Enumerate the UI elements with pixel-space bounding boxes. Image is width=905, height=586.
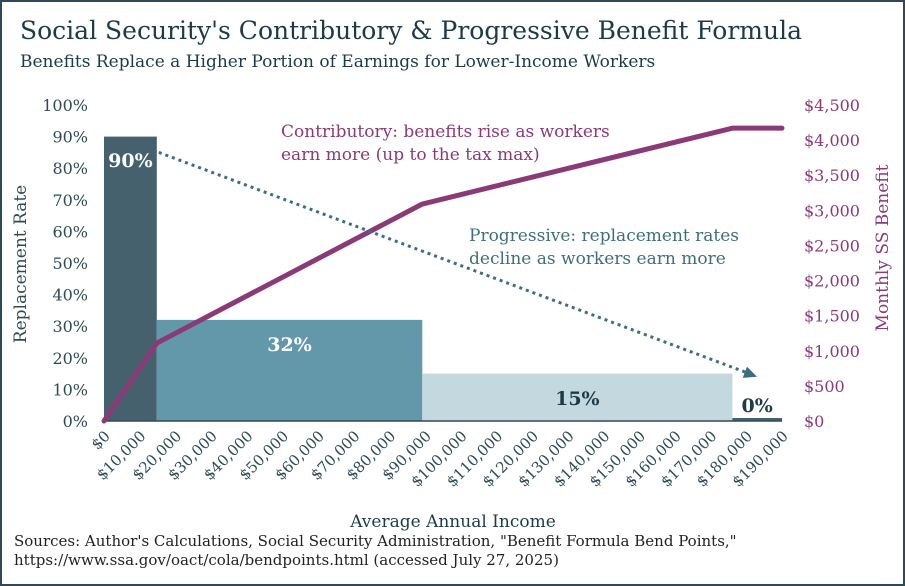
y2-tick-label: $2,500	[804, 236, 860, 255]
sources-line-2: https://www.ssa.gov/oact/cola/bendpoints…	[14, 551, 559, 569]
bar-label-tier-32: 32%	[267, 334, 312, 356]
bar-tier-15	[422, 373, 733, 421]
y2-tick-label: $1,500	[804, 307, 860, 326]
y-tick-label: 90%	[52, 128, 88, 147]
sources-note: Sources: Author's Calculations, Social S…	[14, 532, 894, 570]
y-tick-label: 10%	[52, 380, 88, 399]
y2-tick-label: $3,500	[804, 166, 860, 185]
annotation-contributory-line: earn more (up to the tax max)	[281, 145, 540, 165]
y2-tick-label: $3,000	[804, 201, 860, 220]
bar-tier-0	[732, 418, 782, 421]
y2-tick-label: $500	[804, 377, 845, 396]
y-axis-title: Replacement Rate	[11, 185, 31, 343]
bar-label-tier-15: 15%	[555, 388, 600, 410]
y2-tick-label: $4,000	[804, 131, 860, 150]
y-tick-label: 80%	[52, 159, 88, 178]
chart-subtitle: Benefits Replace a Higher Portion of Ear…	[20, 52, 656, 72]
benefit-line	[101, 125, 785, 424]
x-axis-title: Average Annual Income	[349, 512, 556, 532]
trend-arrow-head	[742, 366, 758, 378]
annotation-progressive-line: Progressive: replacement rates	[469, 226, 739, 246]
chart-title: Social Security's Contributory & Progres…	[20, 16, 803, 45]
y2-tick-label: $1,000	[804, 342, 860, 361]
bar-label-tier-90: 90%	[108, 150, 153, 172]
y2-tick-label: $0	[804, 412, 824, 431]
y2-tick-label: $2,000	[804, 272, 860, 291]
y-tick-label: 20%	[52, 349, 88, 368]
y-tick-label: 100%	[42, 96, 88, 115]
sources-line-1: Sources: Author's Calculations, Social S…	[14, 532, 737, 550]
y2-axis-title: Monthly SS Benefit	[873, 164, 893, 331]
annotation-contributory-line: Contributory: benefits rise as workers	[281, 122, 610, 142]
y-tick-label: 40%	[52, 286, 88, 305]
y-tick-label: 30%	[52, 317, 88, 336]
y-tick-label: 0%	[63, 412, 88, 431]
annotation-progressive-line: decline as workers earn more	[469, 249, 726, 269]
chart-plot: 90% 32% 15% 0% 0% 10% 20% 30% 40% 50% 60% 70% 80% 90%…	[11, 96, 893, 532]
x-tick-label: $0	[88, 427, 114, 453]
y-tick-label: 60%	[52, 222, 88, 241]
y2-tick-label: $4,500	[804, 96, 860, 115]
y-tick-label: 70%	[52, 191, 88, 210]
bar-label-tier-0: 0%	[742, 395, 773, 417]
bar-tier-32	[156, 319, 423, 421]
y-tick-label: 50%	[52, 254, 88, 273]
bar-tier-90	[104, 136, 157, 421]
